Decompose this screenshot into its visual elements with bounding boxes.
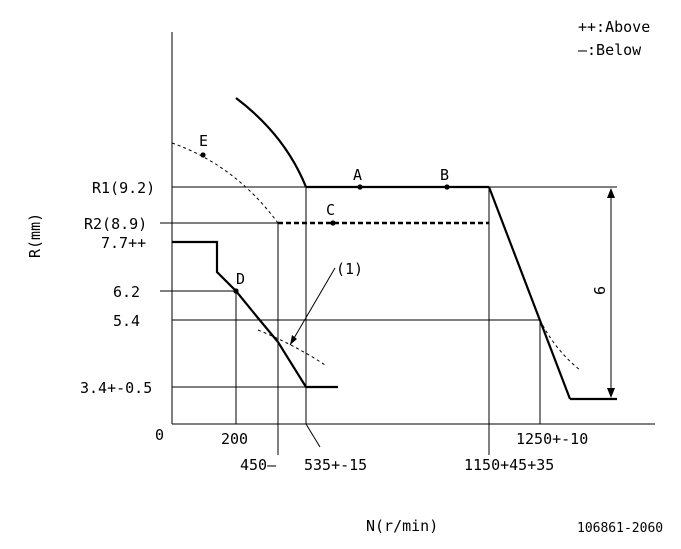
note-label: (1) bbox=[336, 260, 363, 278]
x-axis-title: N(r/min) bbox=[366, 517, 438, 535]
upper-curve bbox=[235, 97, 308, 188]
right-dashed-curve bbox=[539, 319, 581, 371]
point-e-marker bbox=[200, 152, 206, 158]
point-b-marker bbox=[444, 184, 450, 190]
point-e-label: E bbox=[199, 132, 208, 150]
part-number: 106861-2060 bbox=[577, 521, 663, 536]
legend-above: ++:Above bbox=[578, 18, 650, 36]
fall-off-line bbox=[487, 186, 572, 400]
y-axis-title: R(mm) bbox=[26, 213, 44, 258]
note-arrowhead bbox=[290, 335, 297, 345]
n535-leader bbox=[305, 423, 321, 448]
y-label-7-7: 7.7++ bbox=[101, 234, 146, 252]
point-b-label: B bbox=[440, 166, 449, 184]
x-label-200: 200 bbox=[221, 430, 248, 448]
legend-below: —:Below bbox=[578, 41, 642, 59]
y-label-r1: R1(9.2) bbox=[92, 179, 155, 197]
point-c-label: C bbox=[326, 201, 335, 219]
x-label-1250: 1250+-10 bbox=[516, 430, 588, 448]
y-label-3-4: 3.4+-0.5 bbox=[80, 379, 152, 397]
note-leader bbox=[289, 267, 336, 346]
x-label-535: 535+-15 bbox=[304, 456, 367, 474]
x-label-1150: 1150+45+35 bbox=[464, 456, 554, 474]
point-c-marker bbox=[330, 220, 336, 226]
upper-dashed-curve bbox=[171, 142, 279, 224]
y-label-6-2: 6.2 bbox=[113, 283, 140, 301]
dimension-arrow-bottom bbox=[607, 388, 615, 398]
point-a-marker bbox=[357, 184, 363, 190]
lower-dashed-curve bbox=[257, 329, 326, 366]
point-d-marker bbox=[233, 288, 239, 294]
x-label-450: 450— bbox=[240, 456, 277, 474]
dimension-label: 9 bbox=[590, 286, 608, 295]
y-label-r2: R2(8.9) bbox=[84, 215, 147, 233]
lower-curve bbox=[172, 240, 338, 389]
point-d-label: D bbox=[236, 270, 245, 288]
point-a-label: A bbox=[353, 166, 362, 184]
y-label-5-4: 5.4 bbox=[113, 312, 140, 330]
origin-label: 0 bbox=[155, 426, 164, 444]
dimension-arrow-top bbox=[607, 188, 615, 198]
